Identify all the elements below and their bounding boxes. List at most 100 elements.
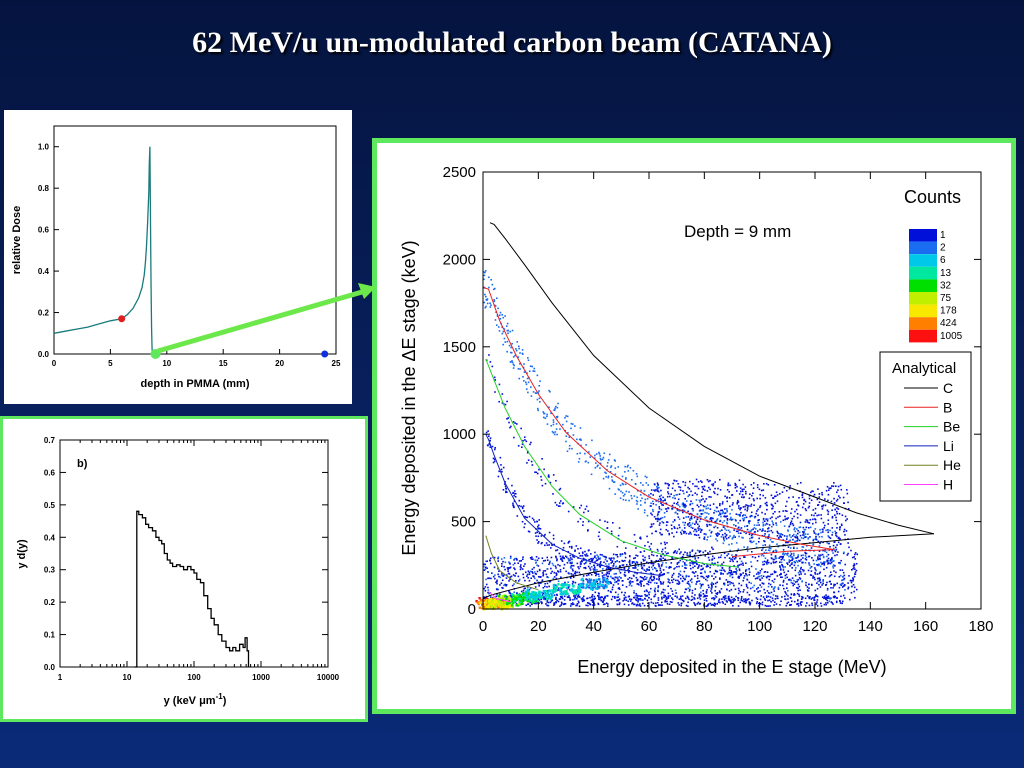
scatter-point	[814, 512, 817, 515]
scatter-point	[745, 504, 747, 506]
scatter-point	[608, 563, 610, 565]
scatter-point	[590, 599, 593, 602]
scatter-point	[826, 559, 828, 562]
scatter-point	[738, 564, 741, 566]
scatter-point	[827, 493, 830, 496]
scatter-point	[653, 577, 656, 580]
scatter-point	[744, 598, 747, 600]
scatter-point	[504, 604, 507, 607]
scatter-point	[485, 605, 488, 608]
scatter-point	[705, 592, 708, 594]
scatter-point	[633, 561, 636, 563]
scatter-point	[763, 571, 766, 573]
scatter-point	[722, 596, 725, 599]
scatter-point	[681, 529, 683, 532]
scatter-point	[829, 598, 832, 600]
scatter-point	[594, 466, 597, 469]
scatter-point	[748, 497, 751, 500]
scatter-point	[664, 595, 667, 598]
scatter-point	[830, 561, 833, 564]
y-tick-label: 0.2	[44, 598, 56, 607]
scatter-point	[488, 442, 491, 445]
scatter-point	[605, 595, 608, 597]
scatter-point	[493, 556, 496, 559]
scatter-point	[543, 468, 545, 471]
scatter-point	[792, 524, 795, 527]
scatter-point	[574, 596, 577, 599]
scatter-point	[504, 315, 506, 317]
scatter-point	[748, 505, 750, 507]
scatter-point	[660, 571, 662, 574]
scatter-point	[735, 568, 737, 570]
scatter-point	[699, 501, 701, 503]
scatter-point	[659, 569, 662, 572]
scatter-point	[502, 603, 505, 607]
scatter-point	[832, 560, 834, 563]
scatter-point	[698, 564, 700, 567]
scatter-point	[617, 534, 620, 537]
scatter-point	[585, 604, 587, 607]
scatter-point	[575, 545, 578, 547]
scatter-point	[531, 594, 535, 597]
colorbar-title: Counts	[904, 187, 961, 207]
scatter-point	[531, 558, 534, 561]
scatter-point	[526, 596, 530, 599]
scatter-point	[784, 598, 787, 601]
scatter-point	[675, 579, 677, 582]
scatter-point	[660, 559, 662, 561]
y-tick-label: 1000	[443, 426, 476, 443]
scatter-point	[829, 558, 832, 561]
scatter-point	[652, 562, 655, 565]
scatter-point	[555, 573, 558, 575]
scatter-point	[690, 516, 693, 518]
scatter-point	[552, 493, 554, 495]
scatter-point	[557, 402, 559, 405]
scatter-point	[746, 506, 749, 509]
scatter-point	[547, 594, 550, 598]
scatter-point	[800, 604, 803, 606]
scatter-point	[729, 572, 732, 575]
scatter-point	[801, 546, 804, 548]
scatter-point	[704, 511, 706, 514]
scatter-point	[780, 572, 782, 575]
scatter-point	[544, 592, 547, 596]
scatter-point	[688, 494, 691, 496]
scatter-point	[807, 583, 810, 586]
scatter-point	[689, 553, 691, 556]
scatter-point	[814, 554, 816, 557]
scatter-point	[687, 486, 689, 489]
scatter-point	[728, 590, 731, 592]
scatter-point	[830, 487, 832, 489]
scatter-point	[701, 481, 703, 484]
scatter-point	[741, 493, 744, 496]
scatter-point	[684, 591, 686, 594]
scatter-point	[667, 581, 670, 583]
scatter-point	[728, 557, 731, 559]
scatter-point	[800, 537, 803, 539]
scatter-point	[726, 601, 728, 603]
scatter-point	[773, 604, 775, 606]
scatter-point	[671, 579, 673, 582]
scatter-point	[528, 573, 531, 576]
scatter-point	[740, 511, 742, 514]
scatter-point	[513, 562, 516, 565]
scatter-point	[578, 567, 580, 570]
scatter-point	[673, 526, 676, 528]
scatter-point	[529, 605, 531, 607]
scatter-point	[639, 536, 642, 539]
scatter-point	[808, 562, 810, 564]
scatter-point	[518, 560, 521, 562]
scatter-point	[646, 594, 648, 597]
scatter-point	[711, 517, 713, 519]
scatter-point	[535, 602, 537, 605]
scatter-point	[832, 565, 834, 568]
scatter-point	[723, 515, 725, 518]
scatter-point	[659, 558, 661, 560]
scatter-point	[718, 599, 720, 602]
scatter-point	[649, 581, 652, 584]
scatter-point	[673, 551, 676, 554]
scatter-point	[580, 439, 582, 441]
scatter-point	[501, 565, 503, 567]
scatter-point	[697, 527, 699, 529]
scatter-point	[826, 560, 828, 563]
